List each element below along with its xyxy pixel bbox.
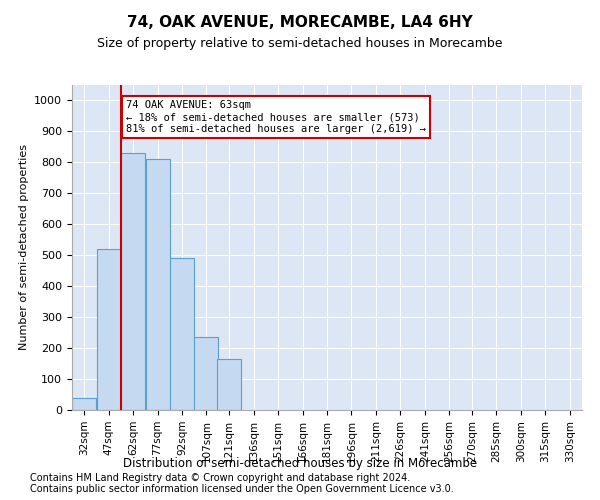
Bar: [121, 153, 145, 410]
Bar: [217, 359, 241, 410]
Y-axis label: Number of semi-detached properties: Number of semi-detached properties: [19, 144, 29, 350]
Text: Distribution of semi-detached houses by size in Morecambe: Distribution of semi-detached houses by …: [123, 458, 477, 470]
Text: Contains HM Land Registry data © Crown copyright and database right 2024.: Contains HM Land Registry data © Crown c…: [30, 473, 410, 483]
Bar: [97, 249, 121, 410]
Bar: [72, 398, 96, 410]
Text: 74 OAK AVENUE: 63sqm
← 18% of semi-detached houses are smaller (573)
81% of semi: 74 OAK AVENUE: 63sqm ← 18% of semi-detac…: [126, 100, 426, 134]
Text: Contains public sector information licensed under the Open Government Licence v3: Contains public sector information licen…: [30, 484, 454, 494]
Text: Size of property relative to semi-detached houses in Morecambe: Size of property relative to semi-detach…: [97, 38, 503, 51]
Text: 74, OAK AVENUE, MORECAMBE, LA4 6HY: 74, OAK AVENUE, MORECAMBE, LA4 6HY: [127, 15, 473, 30]
Bar: [170, 258, 194, 410]
Bar: [194, 338, 218, 410]
Bar: [146, 160, 170, 410]
